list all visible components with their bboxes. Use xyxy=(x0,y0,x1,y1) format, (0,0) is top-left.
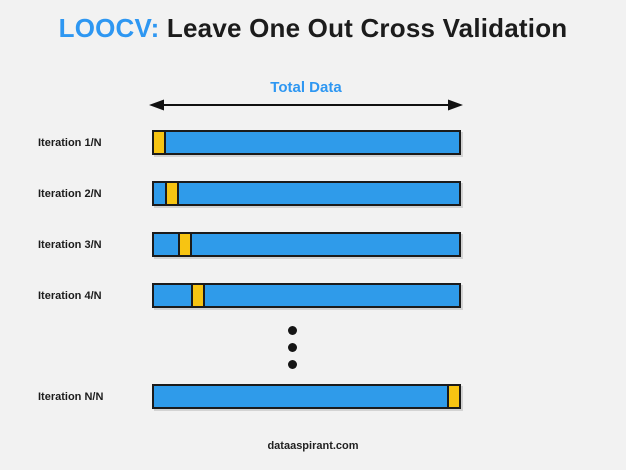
dot xyxy=(288,326,297,335)
title-highlight: LOOCV: xyxy=(58,13,160,43)
data-bar xyxy=(152,130,461,155)
data-bar xyxy=(152,232,461,257)
iteration-label: Iteration 4/N xyxy=(38,290,102,302)
footer-text: dataaspirant.com xyxy=(267,440,359,452)
iteration-label: Iteration 2/N xyxy=(38,188,102,200)
holdout-segment xyxy=(191,285,205,306)
iteration-row: Iteration 1/N xyxy=(0,130,626,156)
data-bar xyxy=(152,283,461,308)
holdout-segment xyxy=(165,183,179,204)
double-arrow-icon xyxy=(149,99,463,111)
iteration-row: Iteration 4/N xyxy=(0,283,626,309)
data-bar xyxy=(152,384,461,409)
iteration-label: Iteration N/N xyxy=(38,391,104,403)
holdout-segment xyxy=(152,132,166,153)
page-title: LOOCV: Leave One Out Cross Validation xyxy=(0,13,626,44)
holdout-segment xyxy=(447,386,461,407)
title-text: Leave One Out Cross Validation xyxy=(166,13,568,43)
iteration-label: Iteration 1/N xyxy=(38,137,102,149)
dot xyxy=(288,360,297,369)
holdout-segment xyxy=(178,234,192,255)
dot xyxy=(288,343,297,352)
iteration-row: Iteration 2/N xyxy=(0,181,626,207)
total-data-label: Total Data xyxy=(270,79,342,96)
iteration-row: Iteration 3/N xyxy=(0,232,626,258)
iteration-row: Iteration N/N xyxy=(0,384,626,410)
iteration-label: Iteration 3/N xyxy=(38,239,102,251)
data-bar xyxy=(152,181,461,206)
ellipsis-dots xyxy=(288,326,297,377)
